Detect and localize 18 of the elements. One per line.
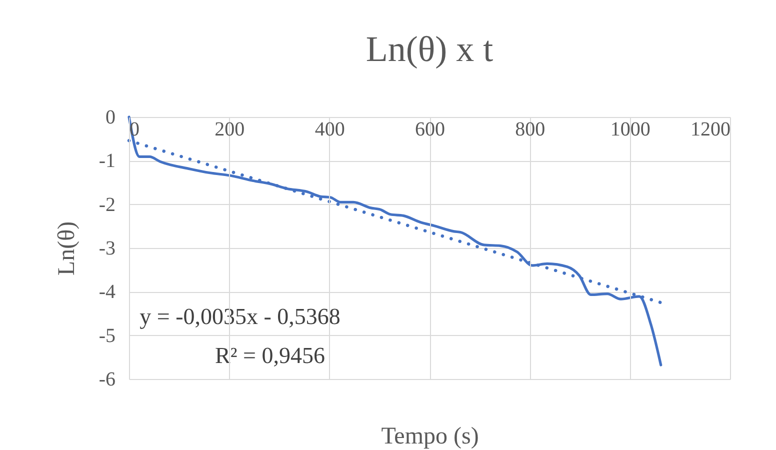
- y-tick-label: -2: [98, 194, 116, 216]
- y-tick-label: -3: [98, 238, 116, 260]
- annotation: y = -0,0035x - 0,5368: [140, 304, 340, 329]
- line-series: [128, 116, 662, 366]
- x-axis-title: Tempo (s): [381, 424, 479, 450]
- x-tick-label: 600: [415, 118, 445, 140]
- x-tick-label: 800: [515, 118, 546, 140]
- y-tick-label: -5: [98, 324, 116, 347]
- annotation: R² = 0,9456: [215, 343, 325, 368]
- x-tick-label: 400: [314, 118, 345, 140]
- y-tick-label: -6: [98, 368, 116, 390]
- x-tick-label: 200: [214, 118, 245, 140]
- x-tick-label: 1200: [690, 118, 730, 140]
- y-tick-label: -1: [98, 150, 116, 172]
- y-axis-title: Ln(θ): [54, 221, 80, 276]
- chart-title: Ln(θ) x t: [366, 29, 494, 69]
- y-tick-label: -4: [98, 281, 116, 304]
- x-tick-label: 1000: [610, 118, 650, 140]
